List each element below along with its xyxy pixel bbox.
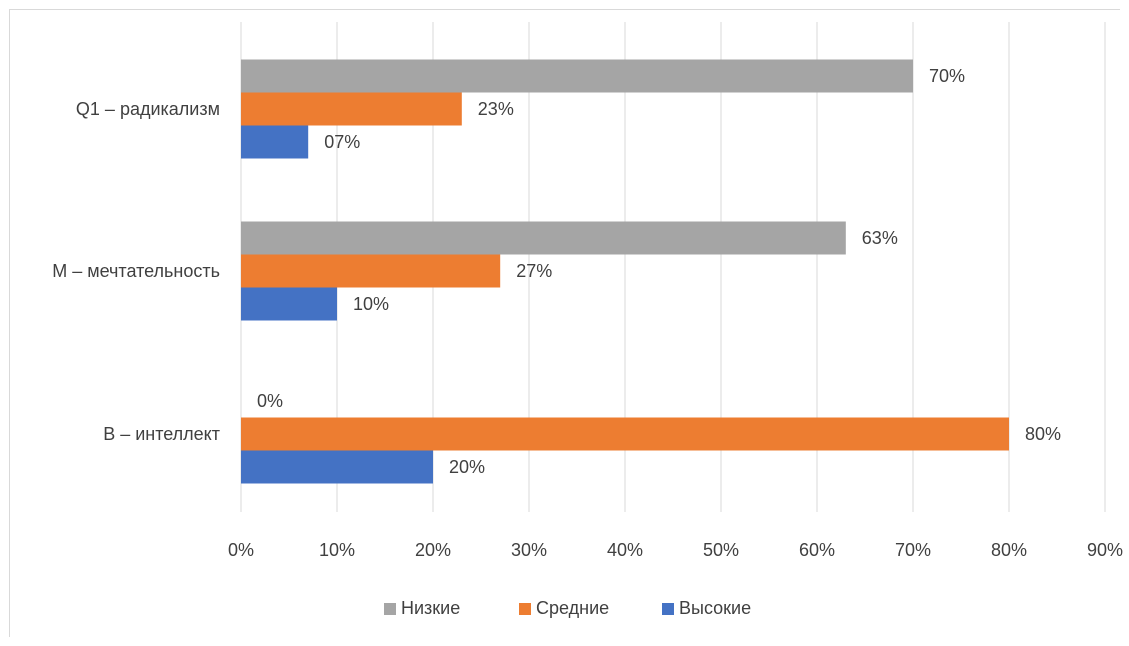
data-label: 07% <box>324 132 360 152</box>
x-tick-label: 0% <box>228 540 254 560</box>
legend-label: Низкие <box>401 598 460 618</box>
category-label: B – интеллект <box>103 424 220 444</box>
bar-средние <box>241 417 1009 451</box>
legend-label: Высокие <box>679 598 751 618</box>
bar-высокие <box>241 450 433 484</box>
x-tick-label: 40% <box>607 540 643 560</box>
data-label: 0% <box>257 391 283 411</box>
bar-средние <box>241 254 501 288</box>
data-label: 70% <box>929 66 965 86</box>
bar-низкие <box>241 221 846 255</box>
x-tick-label: 30% <box>511 540 547 560</box>
data-label: 63% <box>862 228 898 248</box>
bar-высокие <box>241 125 309 159</box>
x-tick-label: 60% <box>799 540 835 560</box>
bar-высокие <box>241 287 337 321</box>
legend-swatch <box>662 603 674 615</box>
category-label: Q1 – радикализм <box>76 99 220 119</box>
data-label: 27% <box>516 261 552 281</box>
data-label: 80% <box>1025 424 1061 444</box>
bar-низкие <box>241 59 913 93</box>
x-tick-label: 90% <box>1087 540 1123 560</box>
chart-frame <box>9 9 1120 637</box>
category-label: M – мечтательность <box>52 261 220 281</box>
legend-swatch <box>519 603 531 615</box>
legend-label: Средние <box>536 598 609 618</box>
x-tick-label: 20% <box>415 540 451 560</box>
bar-средние <box>241 92 462 126</box>
x-tick-label: 10% <box>319 540 355 560</box>
x-tick-label: 70% <box>895 540 931 560</box>
x-tick-label: 80% <box>991 540 1027 560</box>
data-label: 23% <box>478 99 514 119</box>
data-label: 20% <box>449 457 485 477</box>
data-label: 10% <box>353 294 389 314</box>
x-tick-label: 50% <box>703 540 739 560</box>
legend-swatch <box>384 603 396 615</box>
